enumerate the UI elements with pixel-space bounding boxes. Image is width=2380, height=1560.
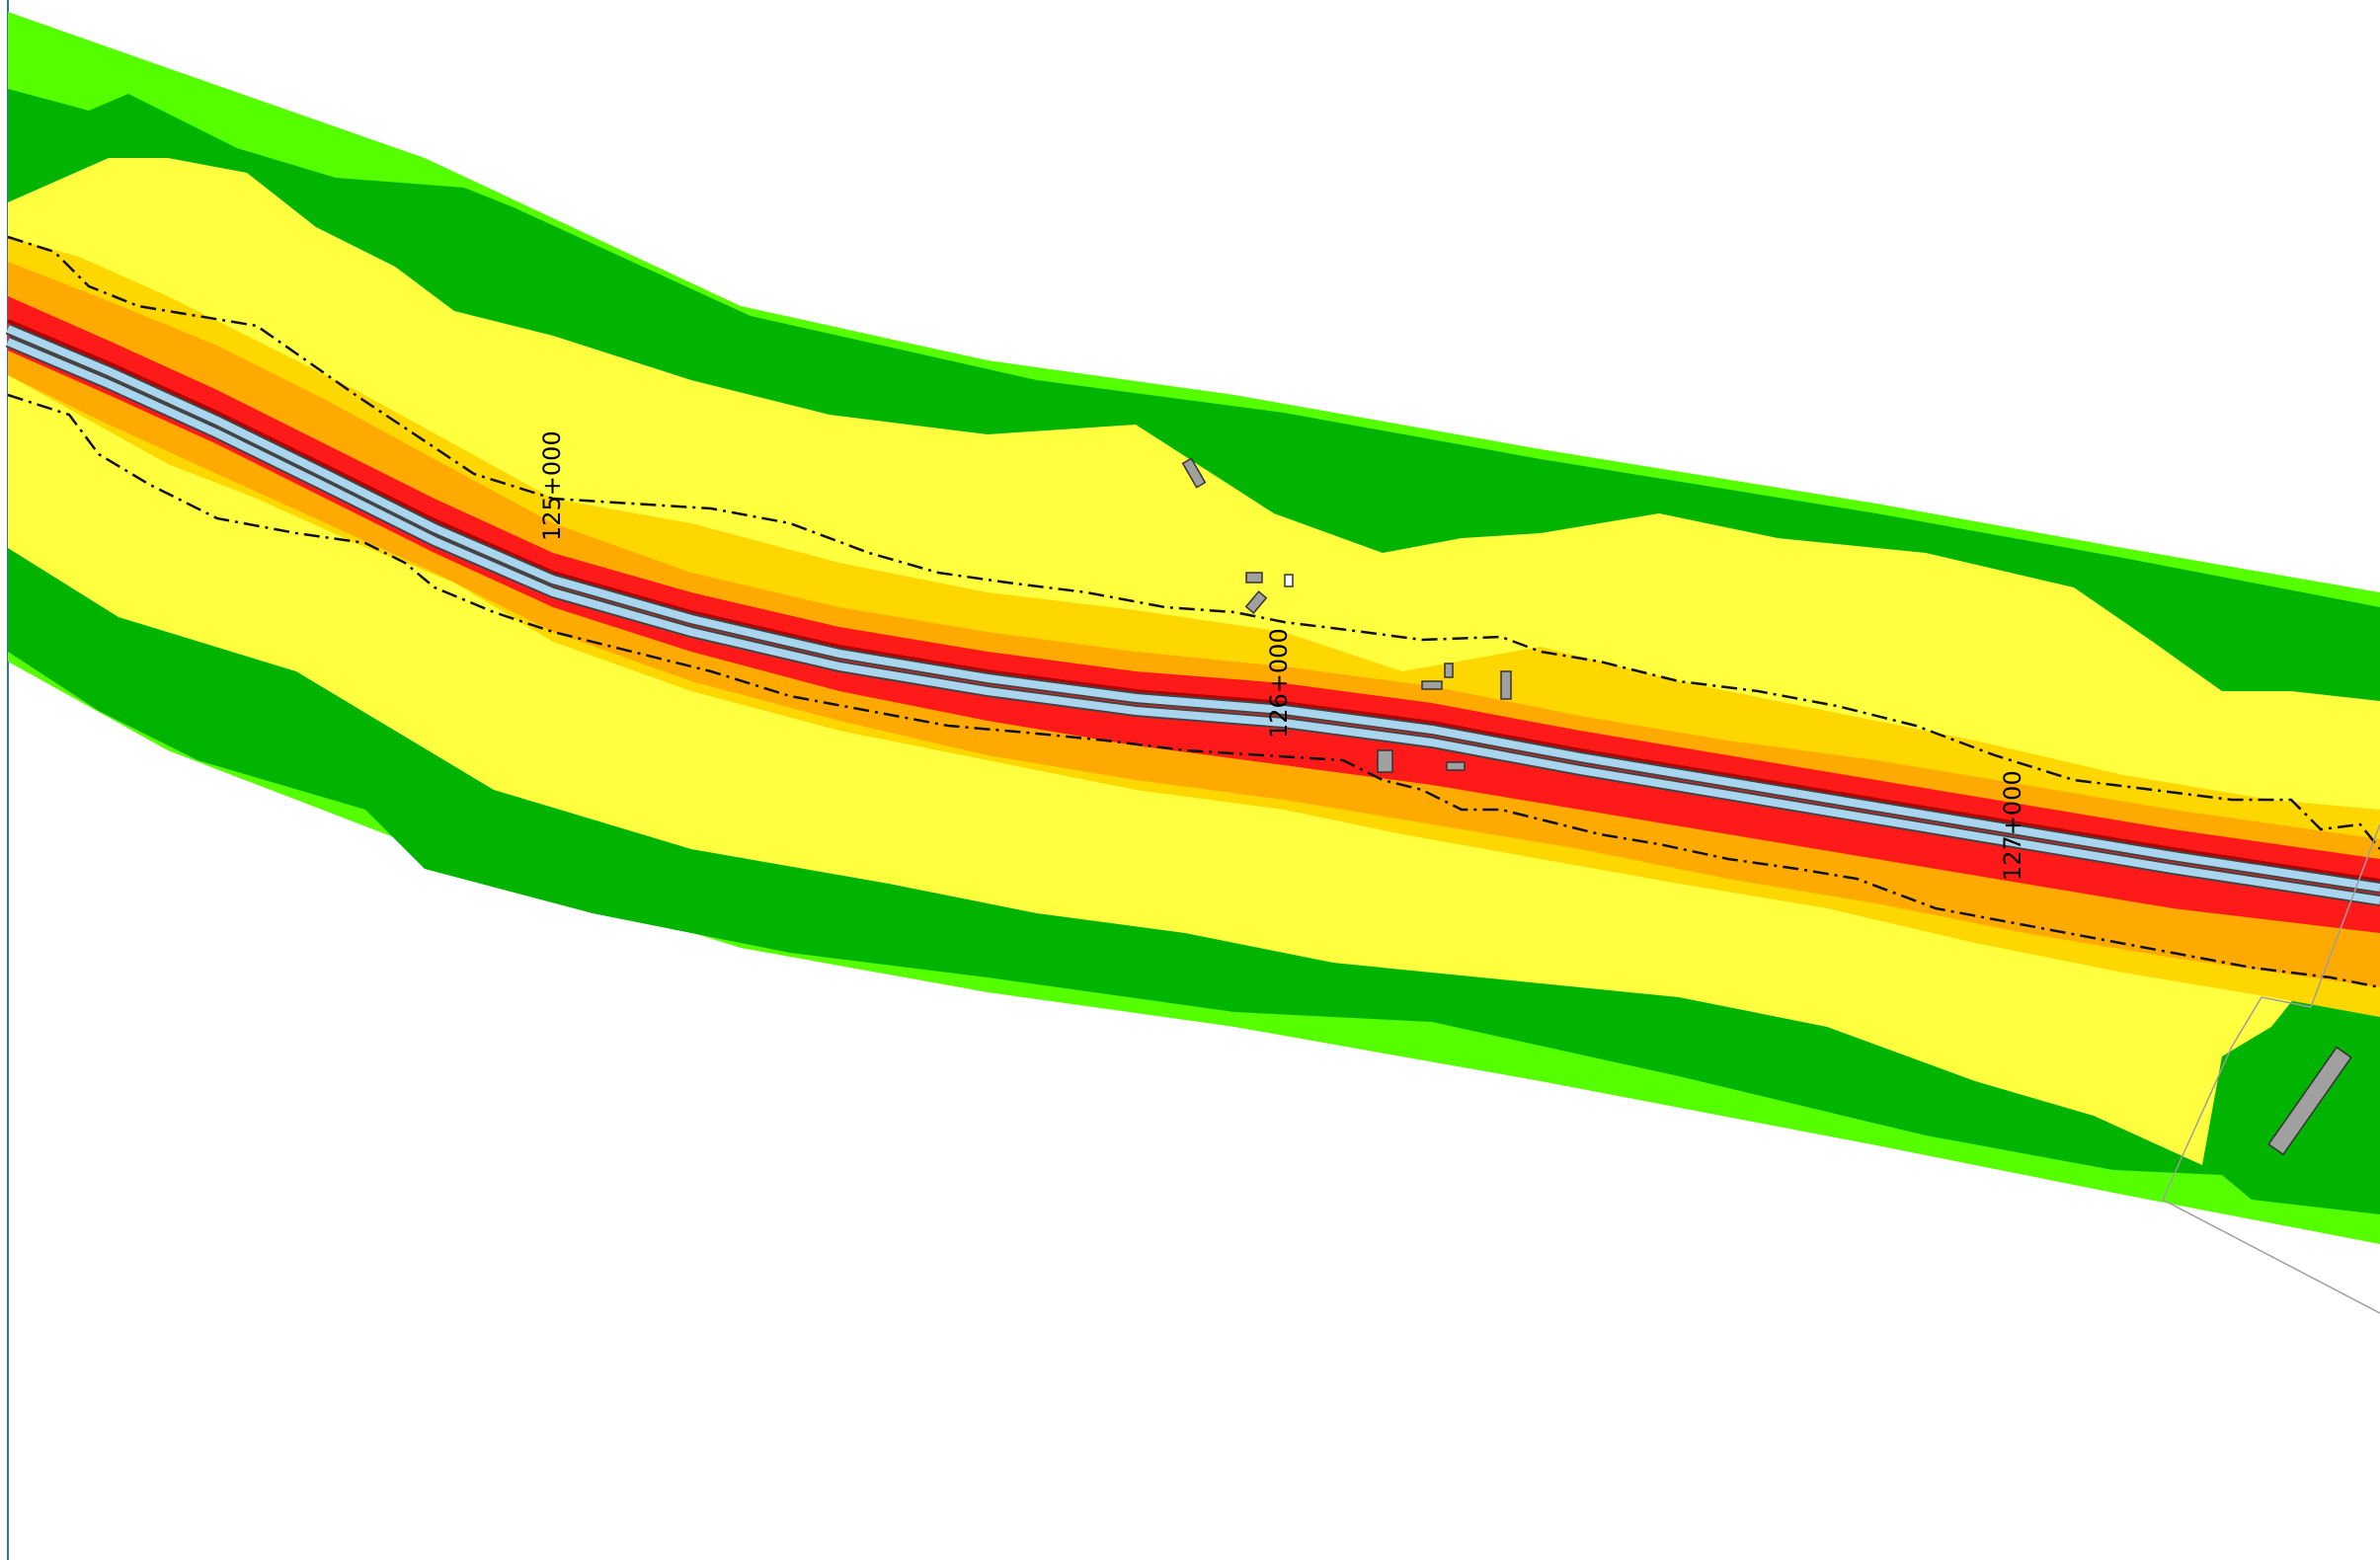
building [1284,574,1294,587]
road-carriageway-north-surface [6,325,2380,892]
building [1244,590,1268,614]
building [1377,749,1393,773]
building [1446,761,1466,771]
boundary-line [2162,823,2380,1314]
road-edge-north [7,319,2380,883]
map-frame-left-edge [7,0,9,1560]
chainage-label-127: 127+000 [1999,770,2026,881]
zone-red [8,296,2380,933]
building [1421,680,1443,690]
chainage-label-126: 126+000 [1265,628,1293,739]
buildings [1181,457,2352,1156]
building [1444,663,1454,678]
building [2267,1046,2352,1156]
chainage-label-125: 125+000 [538,430,566,541]
building [1500,670,1512,700]
building [1245,572,1263,584]
contour-line-south [7,393,2380,989]
building [1181,457,1207,489]
contour-line-north [7,235,2380,850]
road-carriageway-south-surface [6,338,2380,904]
